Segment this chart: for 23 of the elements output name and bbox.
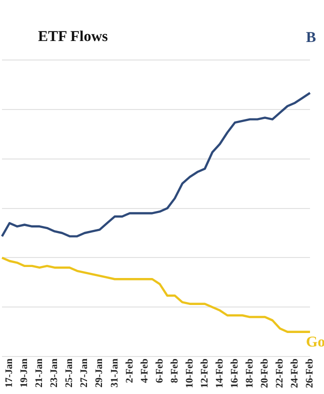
x-tick-label: 26-Feb xyxy=(304,358,316,388)
x-tick-label: 16-Feb xyxy=(229,358,240,388)
x-tick-label: 25-Jan xyxy=(64,358,76,388)
x-tick-label: 12-Feb xyxy=(199,358,210,388)
x-tick-label: 23-Jan xyxy=(49,358,60,388)
x-tick-label: 10-Feb xyxy=(184,358,196,388)
x-tick-label: 19-Jan xyxy=(19,358,30,388)
x-tick-label: 31-Jan xyxy=(109,358,120,388)
x-tick-label: 27-Jan xyxy=(79,358,90,388)
x-tick-label: 4-Feb xyxy=(139,358,150,384)
x-tick-label: 18-Feb xyxy=(244,358,256,388)
x-tick-label: 14-Feb xyxy=(214,358,226,388)
x-tick-label: 29-Jan xyxy=(94,358,106,388)
x-tick-label: 6-Feb xyxy=(154,358,166,384)
x-tick-label: 20-Feb xyxy=(260,358,271,388)
x-tick-label: 22-Feb xyxy=(274,358,286,388)
x-tick-label: 8-Feb xyxy=(169,358,180,384)
x-tick-label: 24-Feb xyxy=(290,358,301,388)
chart-title: ETF Flows xyxy=(38,28,108,45)
text: B xyxy=(306,30,316,46)
x-tick-label: 17-Jan xyxy=(4,358,16,388)
x-tick-label: 21-Jan xyxy=(34,358,46,388)
x-tick-label: 2-Feb xyxy=(124,358,136,384)
